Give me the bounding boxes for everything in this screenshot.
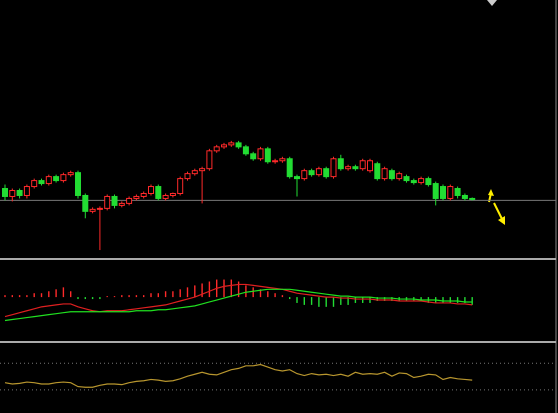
candle-body: [23, 186, 30, 196]
candle-body: [381, 168, 388, 180]
candle-body: [301, 170, 308, 180]
candle-body: [286, 158, 293, 178]
candle-body: [425, 178, 432, 186]
candle-body: [111, 195, 118, 206]
candle-body: [96, 207, 103, 210]
candle-body: [133, 195, 140, 199]
oscillator-line: [4, 363, 473, 388]
arrow-up-head: [488, 189, 494, 196]
candle-body: [396, 173, 403, 180]
candle-body: [75, 172, 81, 196]
candle-body: [440, 186, 446, 199]
candle-body: [148, 186, 154, 194]
candle-body: [82, 194, 89, 212]
candle-body: [388, 170, 395, 180]
candle-body: [206, 150, 213, 170]
candle-body: [352, 166, 359, 170]
candle-body: [403, 176, 410, 182]
candle-body: [359, 160, 366, 170]
candle-body: [264, 148, 271, 163]
candle-body: [447, 186, 454, 199]
candle-body: [272, 160, 279, 163]
candle-body: [330, 158, 337, 178]
candle-body: [337, 158, 344, 170]
candle-body: [60, 174, 67, 182]
candle-body: [257, 148, 264, 160]
macd-line: [4, 288, 473, 322]
candle-body: [199, 168, 206, 172]
candle-body: [169, 192, 176, 196]
candle-body: [38, 180, 45, 185]
candle-body: [126, 197, 133, 204]
candle-body: [454, 188, 461, 196]
arrows: [488, 189, 505, 225]
candle-body: [9, 190, 16, 197]
candle-body: [315, 168, 322, 176]
candle-body: [213, 146, 220, 152]
candle-body: [410, 180, 417, 184]
candle-body: [279, 158, 286, 162]
candle-body: [235, 142, 242, 148]
candle-body: [323, 168, 330, 178]
candle-body: [432, 183, 439, 199]
candle-body: [31, 180, 38, 188]
candle-body: [242, 146, 249, 155]
candle-body: [2, 188, 8, 197]
scroll-marker: [487, 0, 497, 6]
candle-body: [184, 173, 191, 180]
candle-body: [104, 195, 111, 209]
candle-body: [345, 166, 352, 170]
candle-body: [155, 186, 162, 199]
candle-body: [221, 144, 227, 148]
candle-body: [162, 194, 169, 199]
arrow-down-head: [498, 216, 505, 225]
candle-body: [228, 142, 235, 146]
arrow-down: [493, 202, 503, 220]
candle-body: [177, 178, 184, 194]
candle-body: [191, 170, 198, 175]
candle-body: [308, 170, 315, 176]
candle-body: [250, 153, 257, 160]
candle-body: [140, 192, 147, 197]
candle-body: [118, 202, 125, 206]
candle-body: [374, 163, 381, 180]
candle-body: [294, 176, 300, 180]
candle-body: [461, 194, 468, 199]
candle-body: [469, 197, 476, 200]
candle-body: [45, 176, 52, 185]
candle-body: [89, 208, 96, 212]
candle-body: [367, 160, 373, 172]
candle-body: [53, 176, 60, 182]
candle-body: [418, 178, 425, 184]
candle-body: [67, 172, 74, 176]
candle-body: [16, 190, 23, 196]
macd-line: [4, 283, 473, 318]
